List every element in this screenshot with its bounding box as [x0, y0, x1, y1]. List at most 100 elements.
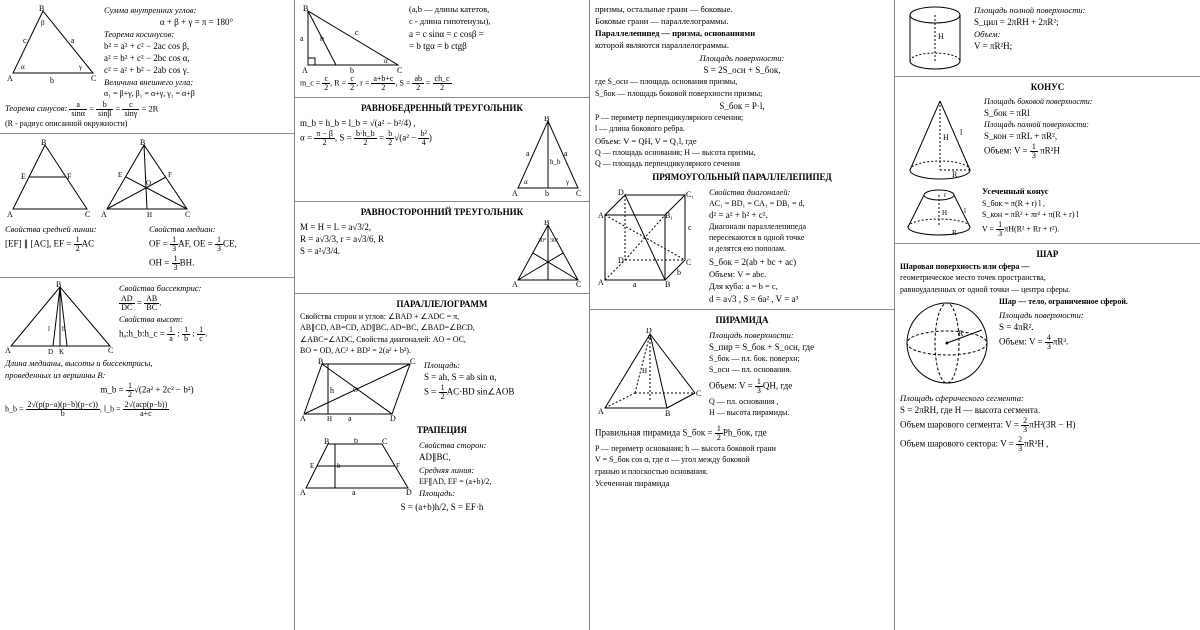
isosceles-figure: B A C a a b h_b α γ	[512, 116, 584, 198]
equilateral-figure: B A C 30° 30°	[512, 220, 584, 290]
trap-parallel: AD∥BC,	[419, 452, 584, 463]
sphere-title: ШАР	[900, 249, 1195, 259]
box-t16: и делятся ею пополам.	[709, 244, 889, 254]
trap-area: S = (a+b)h/2, S = EF·h	[300, 502, 584, 512]
bisector-figure: B A C D K l h	[5, 281, 115, 356]
svg-text:O: O	[146, 179, 151, 187]
box-sbok: S_бок = 2(ab + bc + ac)	[709, 257, 889, 267]
box-vol: Объем: V = abc.	[709, 269, 889, 280]
svg-text:A: A	[300, 414, 306, 423]
bisector-ratio: ADDC = ABBC.	[119, 295, 289, 312]
trapezoid-title: ТРАПЕЦИЯ	[300, 425, 584, 435]
circumradius-note: (R - радиус описанной окружности)	[5, 119, 289, 129]
sphere: ШАР Шаровая поверхность или сфера — геом…	[895, 244, 1200, 630]
svg-text:b: b	[545, 189, 549, 198]
svg-text:E: E	[21, 172, 26, 181]
svg-text:O: O	[353, 386, 358, 394]
pyr-t8: P — периметр основания; h — высота боков…	[595, 444, 889, 454]
svg-text:h: h	[330, 386, 334, 395]
sphere-surf-label: Площадь поверхности:	[999, 310, 1195, 320]
svg-text:c: c	[688, 223, 692, 232]
svg-text:A: A	[7, 74, 13, 83]
segment-surf: S = 2πRH, где H — высота сегмента.	[900, 405, 1195, 415]
svg-text:A: A	[101, 210, 107, 219]
right-triangle: B A C a b c h α (a,b — длины катетов, c …	[295, 0, 589, 98]
sine-law-row: Теорема синусов: asinα = bsinβ = csinγ =…	[5, 101, 289, 118]
svg-text:D: D	[618, 256, 624, 265]
prism-surf-label: Площадь поверхности:	[595, 53, 889, 63]
prism-t2: Боковые грани — параллелограммы.	[595, 16, 889, 27]
svg-text:B: B	[544, 220, 549, 227]
column-2: B A C a b c h α (a,b — длины катетов, c …	[295, 0, 590, 630]
prism-t11: Q — площадь основания; H — высота призмы…	[595, 148, 889, 158]
eq-area: S = a²√3/4.	[300, 246, 508, 256]
pyr-surf-label: Площадь поверхности:	[709, 330, 889, 340]
sphere-vol: Объем: V = 43πR³.	[999, 334, 1195, 351]
triangle-general: B A C c a b β α γ Сумма внутренних углов…	[0, 0, 294, 134]
prism-box: призмы, остальные грани — боковые. Боков…	[590, 0, 894, 310]
para-prop-3: ∠ABC=∠ADC, Свойства диагоналей: AO = OC,	[300, 335, 584, 345]
svg-text:H: H	[942, 209, 947, 217]
exterior-angle-formula: α₁ = β+γ, β₁ = α+γ, γ₁ = α+β	[104, 89, 289, 98]
box-diag-label: Свойства диагоналей:	[709, 187, 889, 197]
svg-text:K: K	[59, 348, 64, 356]
svg-text:b: b	[677, 268, 681, 277]
lengths-label-1: Длина медианы, высоты и биссектрисы,	[5, 358, 289, 368]
sphere-def-1: Шаровая поверхность или сфера —	[900, 262, 1195, 272]
cosine-a: a² = b² + c² − 2bc cos α,	[104, 53, 289, 63]
pyr-t2: S_бок — пл. бок. поверхн;	[709, 354, 889, 364]
isosceles-triangle: РАВНОБЕДРЕННЫЙ ТРЕУГОЛЬНИК m_b = h_b = l…	[295, 98, 589, 202]
cylinder: H Площадь полной поверхности: S_цил = 2π…	[895, 0, 1200, 77]
box-t15: пересекаются в одной точке	[709, 233, 889, 243]
iso-median: m_b = h_b = l_b = √(a² − b²/4) ,	[300, 118, 508, 128]
para-prop-2: AB∥CD, AB=CD, AD∥BC, AD=BC, ∠BAD=∠BCD,	[300, 323, 584, 333]
cosine-c: c² = a² + b² − 2ab cos γ.	[104, 65, 289, 75]
prism-surf: S = 2S_осн + S_бок,	[595, 65, 889, 75]
pyr-t5: Q — пл. основания ,	[709, 397, 889, 407]
midline-figure: B A C E F	[5, 137, 95, 222]
prism-t1: призмы, остальные грани — боковые.	[595, 4, 889, 15]
frustum-full: S_кон = πR² + πr² + π(R + r) l	[982, 210, 1195, 219]
medians-figure: B A C O H E F	[99, 137, 194, 222]
svg-text:H: H	[938, 32, 944, 41]
iso-area: α = π − β2, S = b·h_b2 = b2√(a² − b²4)	[300, 130, 508, 147]
svg-text:γ: γ	[78, 63, 82, 71]
cone-figure: H R l	[900, 95, 980, 185]
para-area-label: Площадь:	[424, 360, 584, 370]
svg-text:30°: 30°	[550, 237, 559, 244]
svg-text:C: C	[576, 189, 581, 198]
midline-medians: B A C E F B A C	[0, 134, 294, 278]
svg-text:c: c	[23, 36, 27, 45]
cone: КОНУС H R l Площадь	[895, 77, 1200, 244]
svg-text:C: C	[108, 346, 113, 355]
midline-formula: [EF] ∥ [AC], EF = 12AC	[5, 236, 145, 253]
box-t14: Диагонали параллелепипеда	[709, 222, 889, 232]
prism-t9: l — длина бокового ребра.	[595, 124, 889, 134]
svg-text:D: D	[48, 348, 53, 356]
parallelogram-figure: B C A D H O a h	[300, 358, 420, 423]
svg-text:β: β	[41, 19, 45, 27]
svg-text:a: a	[526, 149, 530, 158]
rt-trig-2: = b tgα = b ctgβ	[409, 41, 584, 51]
svg-text:h: h	[320, 34, 324, 43]
svg-text:H: H	[327, 415, 332, 423]
box-figure: A₁ B₁ D₁ C₁ A B C D a b c	[595, 185, 705, 290]
para-prop-4: BO = OD, AC² + BD² = 2(a² + b²).	[300, 346, 584, 356]
triangle-figure: B A C c a b β α γ	[5, 3, 100, 88]
svg-text:C: C	[686, 258, 691, 267]
svg-text:l: l	[964, 207, 966, 215]
midline-label: Свойства средней линии:	[5, 224, 145, 234]
parallelogram-title: ПАРАЛЛЕЛОГРАММ	[300, 299, 584, 309]
svg-text:A: A	[598, 407, 604, 416]
svg-text:F: F	[168, 171, 172, 179]
pyr-vol: Объем: V = 13QH, где	[709, 378, 889, 395]
svg-text:A: A	[302, 66, 308, 73]
sphere-surf: S = 4πR².	[999, 322, 1195, 332]
median-oh: OH = 13BH.	[149, 255, 289, 272]
svg-text:H: H	[642, 367, 647, 375]
eq-radii: R = a√3/3, r = a√3/6, R	[300, 234, 508, 244]
height-bisector-length: h_b = 2√(p(p−a)(p−b)(p−c))b, l_b = 2√(ac…	[5, 401, 289, 418]
svg-text:R: R	[952, 170, 958, 179]
segment-vol: Объем шарового сегмента: V = 23πH²(3R − …	[900, 417, 1195, 434]
svg-text:R: R	[952, 229, 957, 237]
